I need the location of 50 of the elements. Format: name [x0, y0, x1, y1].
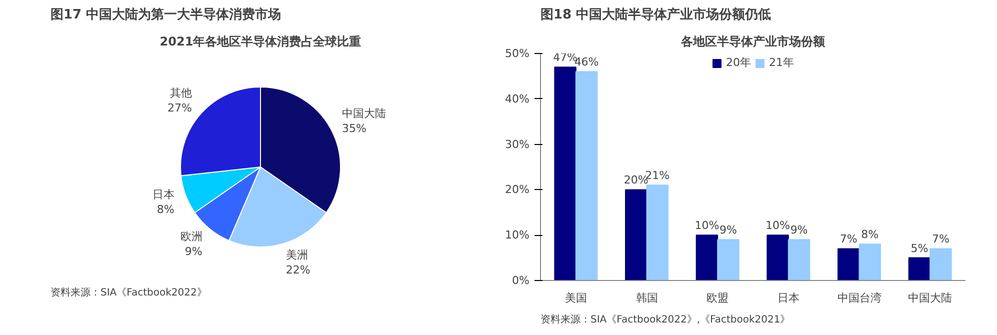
- x-tick-label: 日本: [777, 292, 800, 304]
- y-tick-label: 50%: [505, 47, 530, 60]
- chart-title: 图18 中国大陆半导体产业市场份额仍低: [540, 6, 772, 22]
- bar: [575, 71, 598, 280]
- bar: [788, 239, 810, 280]
- text: 资料来源：SIA《Factbook2022》,《Factbook2021》: [540, 314, 790, 326]
- slice-label: 其他: [170, 86, 192, 100]
- data-label: 22%: [286, 264, 310, 277]
- bar: [625, 189, 648, 280]
- bar: [858, 244, 881, 280]
- slice-label: 日本: [152, 188, 174, 201]
- data-label: 10%: [766, 219, 790, 232]
- bar: [908, 257, 931, 280]
- legend-label: 20年: [726, 55, 751, 70]
- text: 资料来源：SIA《Factbook2022》: [50, 286, 207, 298]
- data-label: 7%: [932, 232, 950, 246]
- data-label: 9%: [719, 224, 737, 237]
- x-tick-label: 欧盟: [706, 292, 729, 304]
- slice-label: 中国大陆: [342, 106, 386, 120]
- data-label: 7%: [840, 232, 858, 246]
- data-label: 27%: [168, 102, 192, 115]
- data-label: 35%: [342, 122, 366, 135]
- y-tick-label: 0%: [512, 274, 530, 287]
- x-tick-label: 美国: [564, 292, 587, 304]
- data-label: 9%: [790, 224, 808, 237]
- legend-label: 21年: [769, 55, 794, 70]
- bar: [930, 248, 952, 280]
- y-tick-label: 20%: [505, 183, 530, 196]
- bar: [554, 66, 576, 280]
- x-tick-label: 韩国: [636, 292, 658, 304]
- y-tick-label: 40%: [505, 92, 530, 106]
- y-tick-label: 30%: [505, 138, 530, 151]
- bar: [766, 234, 789, 280]
- slice-label: 欧洲: [180, 230, 202, 244]
- y-tick-label: 10%: [505, 228, 530, 242]
- bar: [838, 248, 860, 280]
- data-label: 8%: [156, 202, 174, 216]
- slice-label: 美洲: [286, 248, 308, 262]
- data-label: 8%: [861, 228, 879, 242]
- chart-title: 图17 中国大陆为第一大半导体消费市场: [50, 6, 282, 22]
- x-tick-label: 中国台湾: [837, 292, 882, 304]
- bar: [696, 234, 718, 280]
- chart-subtitle: 2021年各地区半导体消费占全球比重: [160, 34, 362, 48]
- chart-subtitle: 各地区半导体产业市场份额: [680, 34, 826, 48]
- data-label: 9%: [184, 245, 202, 258]
- x-tick-label: 中国大陆: [908, 292, 952, 304]
- data-label: 5%: [910, 242, 928, 255]
- bar: [717, 239, 740, 280]
- bar: [646, 184, 668, 280]
- data-label: 10%: [694, 219, 720, 232]
